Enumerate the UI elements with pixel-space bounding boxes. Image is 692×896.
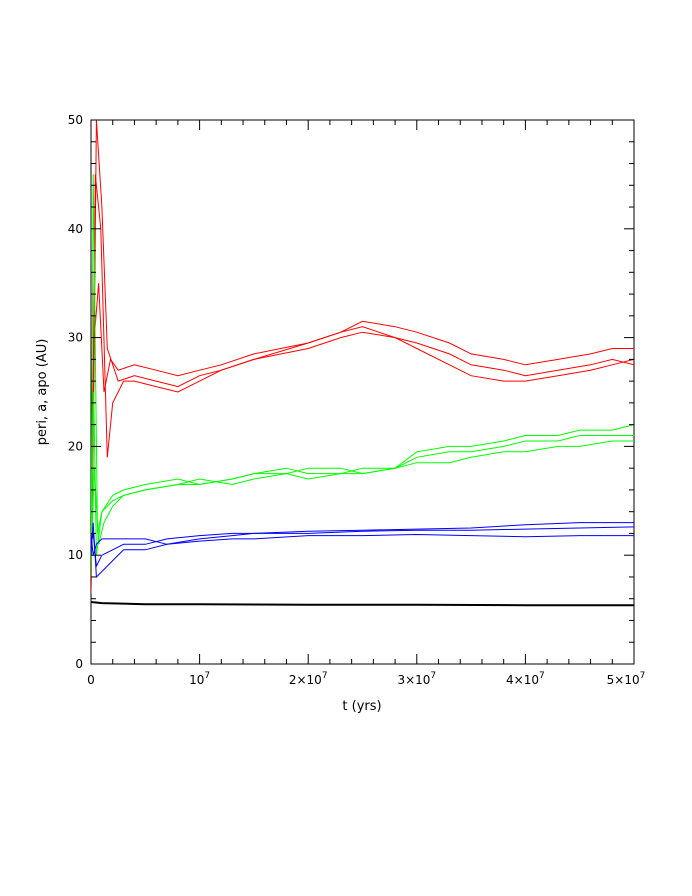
y-axis-label: peri, a, apo (AU) xyxy=(35,339,50,446)
x-tick-label: 0 xyxy=(87,673,95,687)
plot-frame xyxy=(90,119,635,665)
series-line-7 xyxy=(91,522,634,556)
x-tick-label: 2×107 xyxy=(289,671,328,687)
series-line-9 xyxy=(91,522,634,579)
series-line-8 xyxy=(91,526,634,568)
y-tick-label: 0 xyxy=(75,657,83,671)
series-layer xyxy=(91,120,634,607)
series-line-3 xyxy=(91,174,634,594)
series-line-4 xyxy=(91,174,634,578)
y-tick-label: 10 xyxy=(68,548,83,562)
series-line-1 xyxy=(91,120,634,594)
x-tick-label: 107 xyxy=(189,671,210,687)
y-tick-label: 30 xyxy=(68,331,83,345)
series-line-2 xyxy=(91,283,634,588)
series-line-6 xyxy=(91,391,634,572)
series-line-5 xyxy=(91,440,634,567)
tick-layer: 0 10 20 30 40 50 0 107 2×107 3×107 4×107 5×107 xyxy=(68,113,646,687)
series-line-10 xyxy=(91,601,634,607)
y-tick-label: 50 xyxy=(68,113,83,127)
x-tick-label: 5×107 xyxy=(607,671,646,687)
x-axis-label: t (yrs) xyxy=(342,699,381,714)
x-tick-label: 4×107 xyxy=(506,671,545,687)
y-tick-label: 40 xyxy=(68,222,83,236)
x-tick-label: 3×107 xyxy=(397,671,436,687)
y-tick-label: 20 xyxy=(68,439,83,453)
